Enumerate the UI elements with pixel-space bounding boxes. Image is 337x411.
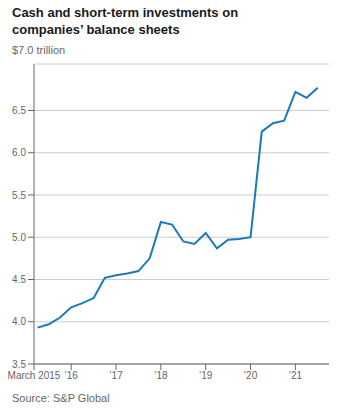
svg-text:’18: ’18 [154,370,168,381]
svg-text:March 2015: March 2015 [8,370,61,381]
svg-text:3.5: 3.5 [12,359,26,370]
svg-text:’20: ’20 [244,370,258,381]
svg-text:4.0: 4.0 [12,316,26,327]
svg-text:’16: ’16 [65,370,79,381]
html-text:Source: S&P Global: Source: S&P Global [12,392,110,404]
svg-text:’19: ’19 [199,370,213,381]
html-text:$7.0 trillion: $7.0 trillion [12,44,66,56]
svg-text:5.5: 5.5 [12,190,26,201]
svg-text:6.0: 6.0 [12,147,26,158]
html-text:Cash and short-term investment: Cash and short-term investments on [12,5,239,20]
svg-text:6.5: 6.5 [12,105,26,116]
svg-text:’17: ’17 [109,370,123,381]
svg-text:4.5: 4.5 [12,274,26,285]
svg-text:5.0: 5.0 [12,232,26,243]
html-text:companies’ balance sheets: companies’ balance sheets [12,22,180,37]
svg-text:’21: ’21 [289,370,303,381]
